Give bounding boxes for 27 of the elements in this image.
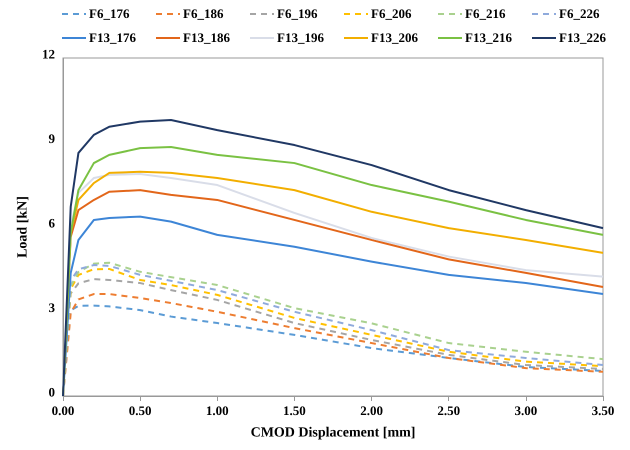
y-tick-label: 12 xyxy=(42,46,55,62)
legend-label: F6_226 xyxy=(559,6,600,21)
legend-label: F13_206 xyxy=(371,30,418,45)
x-tick-label: 0.50 xyxy=(128,403,152,418)
y-tick-label: 9 xyxy=(48,131,56,146)
x-tick-label: 1.00 xyxy=(206,403,229,418)
x-tick-label: 3.50 xyxy=(592,403,614,418)
y-tick-label: 0 xyxy=(48,384,55,400)
y-tick-label: 3 xyxy=(48,300,56,315)
legend-label: F6_206 xyxy=(371,6,412,21)
x-tick-label: 2.50 xyxy=(437,403,460,418)
legend-label: F13_226 xyxy=(559,30,606,45)
legend-label: F6_186 xyxy=(183,6,224,21)
legend-label: F6_196 xyxy=(277,6,318,21)
y-tick-label: 6 xyxy=(48,216,56,230)
x-tick-label: 3.00 xyxy=(514,403,538,418)
x-tick-label: 1.50 xyxy=(283,403,306,418)
legend-label: F6_176 xyxy=(89,6,130,21)
x-tick-label: 2.00 xyxy=(360,403,383,418)
legend-label: F6_216 xyxy=(465,6,506,21)
legend-label: F13_196 xyxy=(277,30,324,45)
legend-label: F13_176 xyxy=(89,30,136,45)
legend-label: F13_216 xyxy=(465,30,512,45)
x-axis-title: CMOD Displacement [mm] xyxy=(250,426,416,440)
x-tick-label: 0.00 xyxy=(52,403,74,418)
y-axis-title: Load [kN] xyxy=(16,196,30,258)
legend-label: F13_186 xyxy=(183,30,230,45)
